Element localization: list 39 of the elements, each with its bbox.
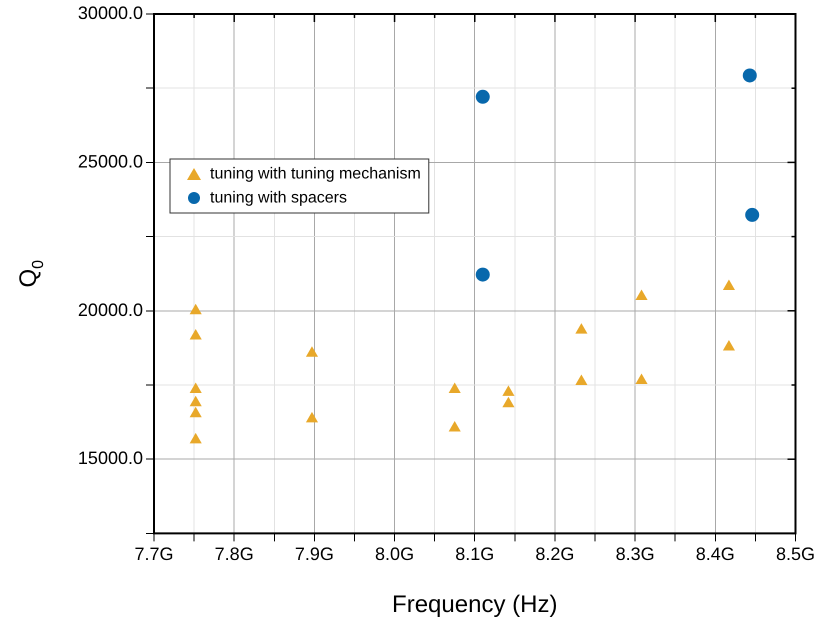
point	[745, 208, 760, 222]
point	[722, 340, 735, 351]
point	[190, 382, 202, 393]
x-tick-label: 8.0G	[375, 544, 414, 564]
point	[476, 268, 490, 282]
y-tick-label: 25000.0	[78, 151, 143, 172]
point	[190, 432, 202, 444]
x-tick-label: 8.2G	[535, 544, 574, 564]
legend-label: tuning with spacers	[210, 189, 347, 206]
x-tick-label: 8.3G	[616, 544, 655, 564]
point	[742, 68, 757, 82]
x-tick-label: 7.7G	[134, 544, 174, 564]
point	[502, 385, 514, 396]
y-tick-label: 15000.0	[78, 448, 143, 468]
y-tick-label: 20000.0	[78, 300, 143, 320]
x-tick-label: 7.9G	[294, 544, 334, 564]
point	[448, 421, 461, 432]
point	[635, 374, 648, 384]
point	[190, 329, 202, 340]
x-tick-label: 8.4G	[696, 544, 735, 564]
point	[635, 290, 648, 300]
legend-label: tuning with tuning mechanism	[210, 165, 421, 182]
y-tick-label: 30000.0	[78, 2, 143, 23]
point	[190, 304, 202, 314]
point	[476, 90, 490, 104]
x-tick-label: 8.5G	[776, 544, 816, 564]
point	[502, 396, 514, 408]
point	[722, 279, 735, 290]
x-axis-title: Frequency (Hz)	[392, 591, 558, 618]
point	[448, 382, 461, 393]
point	[190, 396, 202, 406]
point	[190, 406, 202, 418]
x-tick-label: 7.8G	[214, 544, 254, 564]
point	[306, 346, 318, 357]
point	[575, 374, 588, 385]
x-tick-label: 8.1G	[455, 544, 494, 564]
y-axis-title: Q0	[15, 260, 47, 288]
point	[306, 412, 318, 422]
point	[575, 323, 588, 334]
